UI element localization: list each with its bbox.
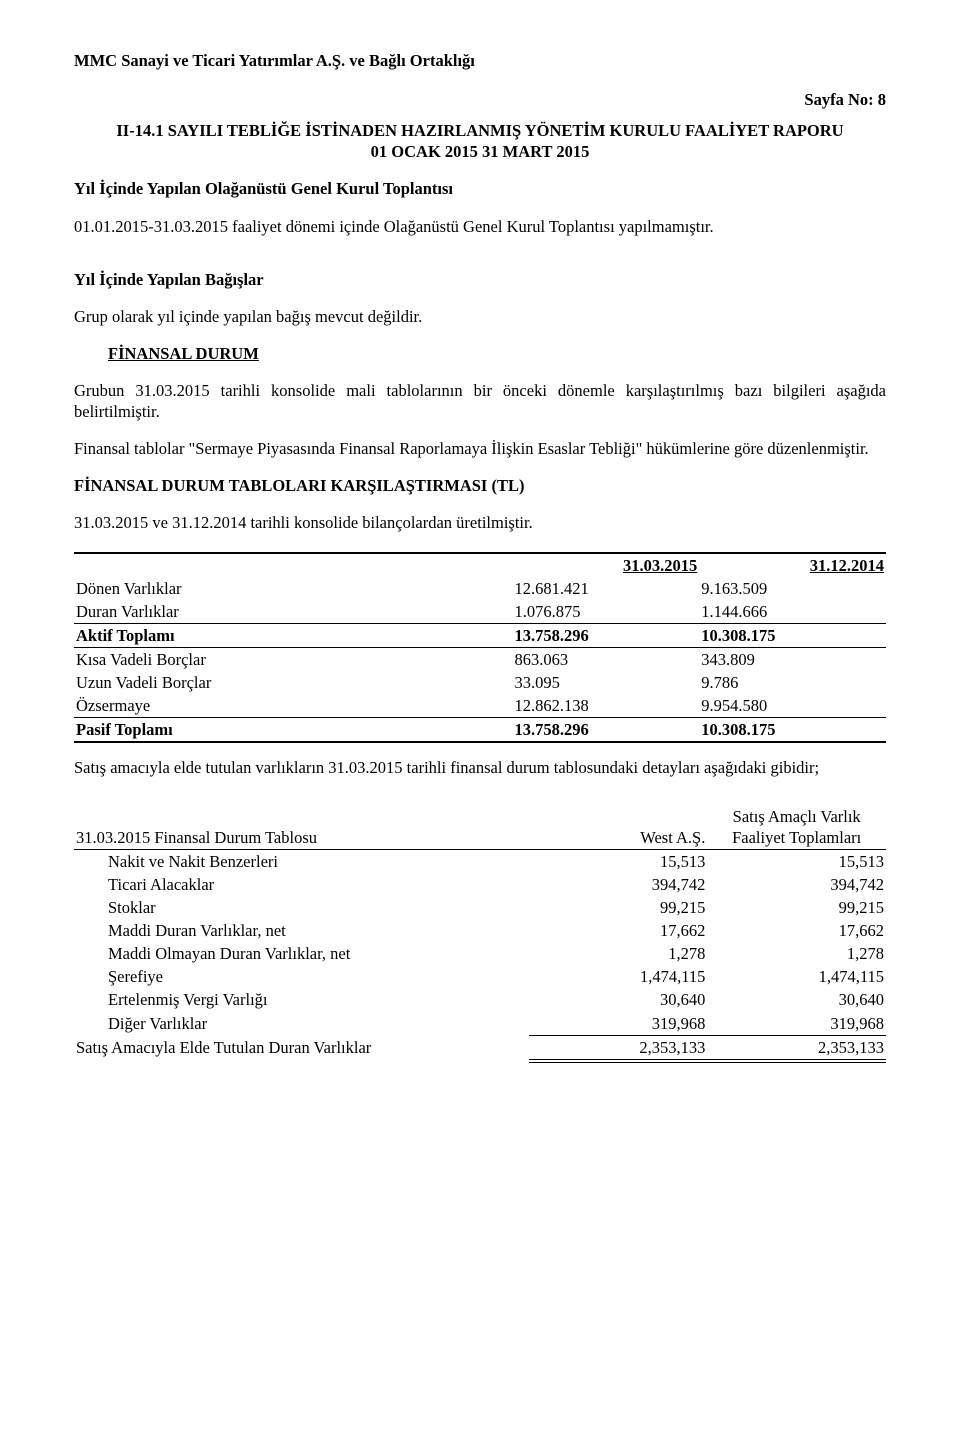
table-row-label: Kısa Vadeli Borçlar [74, 647, 512, 671]
report-title: II-14.1 SAYILI TEBLİĞE İSTİNADEN HAZIRLA… [74, 120, 886, 141]
section-heading-genel-kurul: Yıl İçinde Yapılan Olağanüstü Genel Kuru… [74, 178, 886, 199]
table-row-value-total: 2,353,133 [529, 1035, 708, 1059]
table-row-label: Şerefiye [74, 965, 529, 988]
para-after-table1: Satış amacıyla elde tutulan varlıkların … [74, 757, 886, 778]
balance-comparison-table: 31.03.2015 31.12.2014 Dönen Varlıklar 12… [74, 552, 886, 744]
table-row-label: Ticari Alacaklar [74, 873, 529, 896]
table-row-label-bold: Aktif Toplamı [74, 623, 512, 647]
table-row-value-bold: 10.308.175 [699, 623, 886, 647]
table-row-value-bold: 13.758.296 [512, 623, 699, 647]
table-row-value: 15,513 [707, 849, 886, 873]
table-row-value: 394,742 [529, 873, 708, 896]
table-row-value: 9.163.509 [699, 577, 886, 600]
table2-head-right: Satış Amaçlı Varlık Faaliyet Toplamları [707, 805, 886, 850]
table-row-value: 17,662 [707, 919, 886, 942]
table-row-value: 343.809 [699, 647, 886, 671]
table-row-value: 33.095 [512, 671, 699, 694]
table-row-value-bold: 10.308.175 [699, 718, 886, 743]
page: MMC Sanayi ve Ticari Yatırımlar A.Ş. ve … [0, 0, 960, 1448]
table-row-value: 394,742 [707, 873, 886, 896]
table2-head-left: 31.03.2015 Finansal Durum Tablosu [74, 805, 529, 850]
assets-held-for-sale-table: 31.03.2015 Finansal Durum Tablosu West A… [74, 805, 886, 1060]
section-heading-karsilastirma: FİNANSAL DURUM TABLOLARI KARŞILAŞTIRMASI… [74, 475, 886, 496]
table-row-value: 1,278 [707, 942, 886, 965]
table-row-label: Dönen Varlıklar [74, 577, 512, 600]
table-row-label: Nakit ve Nakit Benzerleri [74, 849, 529, 873]
section-heading-finansal-durum: FİNANSAL DURUM [108, 343, 886, 364]
section-sub-karsilastirma: 31.03.2015 ve 31.12.2014 tarihli konsoli… [74, 512, 886, 533]
table-row-value: 1,474,115 [529, 965, 708, 988]
table-row-value: 99,215 [707, 896, 886, 919]
section-body-genel-kurul: 01.01.2015-31.03.2015 faaliyet dönemi iç… [74, 216, 886, 237]
table-row-value: 99,215 [529, 896, 708, 919]
section-heading-bagislar: Yıl İçinde Yapılan Bağışlar [74, 269, 886, 290]
table-row-label: Stoklar [74, 896, 529, 919]
table2-head-mid: West A.Ş. [529, 805, 708, 850]
table-row-value: 30,640 [707, 988, 886, 1011]
table-row-label: Ertelenmiş Vergi Varlığı [74, 988, 529, 1011]
table-row-value: 319,968 [529, 1012, 708, 1036]
table-row-value: 12.681.421 [512, 577, 699, 600]
table-row-label: Maddi Duran Varlıklar, net [74, 919, 529, 942]
table1-col-head-1: 31.03.2015 [512, 553, 699, 577]
table-row-value: 863.063 [512, 647, 699, 671]
table-row-value: 9.786 [699, 671, 886, 694]
table-row-label: Uzun Vadeli Borçlar [74, 671, 512, 694]
table-row-value: 1,474,115 [707, 965, 886, 988]
page-number: Sayfa No: 8 [74, 89, 886, 110]
table-row-value: 1,278 [529, 942, 708, 965]
table-row-label: Maddi Olmayan Duran Varlıklar, net [74, 942, 529, 965]
table-row-label-total: Satış Amacıyla Elde Tutulan Duran Varlık… [74, 1035, 529, 1059]
table-row-label-bold: Pasif Toplamı [74, 718, 512, 743]
table-row-value: 17,662 [529, 919, 708, 942]
table-row-label: Duran Varlıklar [74, 600, 512, 624]
table-row-value: 15,513 [529, 849, 708, 873]
table-row-value: 9.954.580 [699, 694, 886, 718]
table-row-value: 1.076.875 [512, 600, 699, 624]
table-row-value: 30,640 [529, 988, 708, 1011]
section-body-bagislar: Grup olarak yıl içinde yapılan bağış mev… [74, 306, 886, 327]
para-finansal-1: Grubun 31.03.2015 tarihli konsolide mali… [74, 380, 886, 422]
report-period: 01 OCAK 2015 31 MART 2015 [74, 141, 886, 162]
table1-col-head-2: 31.12.2014 [699, 553, 886, 577]
company-name: MMC Sanayi ve Ticari Yatırımlar A.Ş. ve … [74, 50, 886, 71]
table-row-label: Diğer Varlıklar [74, 1012, 529, 1036]
table-row-value-bold: 13.758.296 [512, 718, 699, 743]
table-row-value-total: 2,353,133 [707, 1035, 886, 1059]
table-row-value: 1.144.666 [699, 600, 886, 624]
table-row-value: 319,968 [707, 1012, 886, 1036]
table-row-label: Özsermaye [74, 694, 512, 718]
table-row-value: 12.862.138 [512, 694, 699, 718]
para-finansal-2: Finansal tablolar "Sermaye Piyasasında F… [74, 438, 886, 459]
